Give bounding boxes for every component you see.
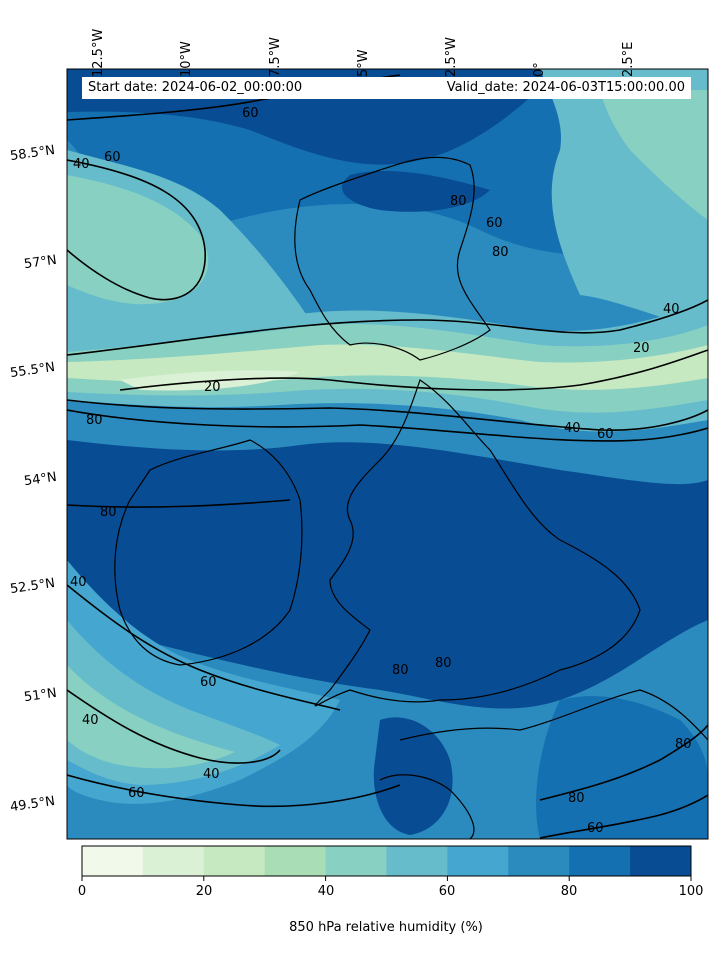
colorbar-tick-label: 60 (438, 884, 456, 899)
contour-label: 40 (73, 157, 90, 172)
colorbar-cell (142, 846, 205, 876)
contour-label: 80 (492, 245, 509, 260)
colorbar-cell (325, 846, 387, 876)
colorbar-cell (264, 846, 327, 876)
humidity-field (67, 69, 708, 839)
humidity-se (536, 696, 708, 839)
contour-60-bottom (67, 774, 401, 808)
coast-brittany (379, 774, 475, 839)
contour-label: 40 (203, 767, 220, 782)
info-bar: Start date: 2024-06-02_00:00:00 Valid_da… (82, 77, 691, 99)
longitude-label: 2.5°E (621, 41, 636, 77)
colorbar-tick-label: 0 (77, 884, 87, 899)
contour-80-south (67, 499, 291, 508)
contour-label: 40 (663, 302, 680, 317)
contour-label: 80 (435, 656, 452, 671)
coastlines (114, 156, 708, 839)
contour-label: 80 (100, 505, 117, 520)
colorbar-cell (203, 846, 266, 876)
longitude-label: 2.5°W (444, 36, 459, 77)
coast-france (399, 689, 708, 741)
longitude-label: 12.5°W (91, 28, 106, 77)
longitude-label: 7.5°W (268, 36, 283, 77)
contour-60-sw (67, 689, 281, 764)
contour-label: 80 (568, 791, 585, 806)
colorbar-cell (386, 846, 448, 876)
longitude-label: 10°W (179, 41, 194, 77)
coast-scotland (294, 156, 491, 361)
contour-label: 60 (587, 821, 604, 836)
contour-label: 40 (564, 421, 581, 436)
contour-label: 40 (82, 713, 99, 728)
contour-label: 80 (392, 663, 409, 678)
coast-england-wales (314, 379, 641, 707)
contour-label: 80 (86, 413, 103, 428)
contour-label: 60 (104, 150, 121, 165)
humidity-dry-nw-inner (67, 175, 209, 305)
colorbar-cell (508, 846, 570, 876)
colorbar-cell (82, 846, 144, 876)
contour-label: 60 (597, 427, 614, 442)
colorbar-cell (630, 846, 692, 876)
contour-label: 60 (486, 216, 503, 231)
colorbar (81, 845, 692, 881)
contour-60-se (539, 794, 708, 839)
contour-label: 20 (633, 341, 650, 356)
colorbar-label: 850 hPa relative humidity (%) (289, 920, 483, 935)
coast-ireland (114, 439, 303, 666)
contour-label: 80 (675, 737, 692, 752)
contour-40-lower (67, 399, 708, 432)
humidity-moist-south (67, 440, 708, 709)
humidity-band-north-core2 (341, 170, 490, 212)
contour-label: 60 (242, 106, 259, 121)
colorbar-cell (447, 846, 509, 876)
colorbar-cell (569, 846, 631, 876)
humidity-dry-sw-core (67, 665, 235, 769)
contour-60-lower (67, 409, 708, 442)
contour-label: 60 (128, 786, 145, 801)
longitude-label: 5°W (356, 49, 371, 77)
contour-label: 20 (204, 380, 221, 395)
contour-20-belt (119, 349, 708, 391)
contour-40-sw (67, 584, 341, 711)
contour-label-group: 60 60 40 80 60 80 40 20 20 80 40 60 80 4… (70, 106, 692, 836)
contour-label: 40 (70, 575, 87, 590)
colorbar-frame (81, 845, 692, 877)
longitude-label: 0° (532, 62, 547, 77)
contour-40-belt (67, 299, 708, 356)
contour-label: 60 (200, 675, 217, 690)
contour-label: 80 (450, 194, 467, 209)
valid-date: Valid_date: 2024-06-03T15:00:00.00 (446, 80, 685, 95)
colorbar-tick-label: 100 (678, 884, 704, 899)
map-frame (66, 68, 709, 840)
contour-40-nw (67, 159, 206, 301)
colorbar-tick-label: 40 (317, 884, 335, 899)
start-date: Start date: 2024-06-02_00:00:00 (88, 80, 303, 95)
colorbar-tick-label: 20 (195, 884, 213, 899)
colorbar-tick-label: 80 (560, 884, 578, 899)
contour-80-se (539, 724, 708, 801)
humidity-dry-ne-inner (600, 90, 708, 220)
colorbar-cells (82, 846, 692, 876)
humidity-moist-sw (373, 717, 453, 835)
